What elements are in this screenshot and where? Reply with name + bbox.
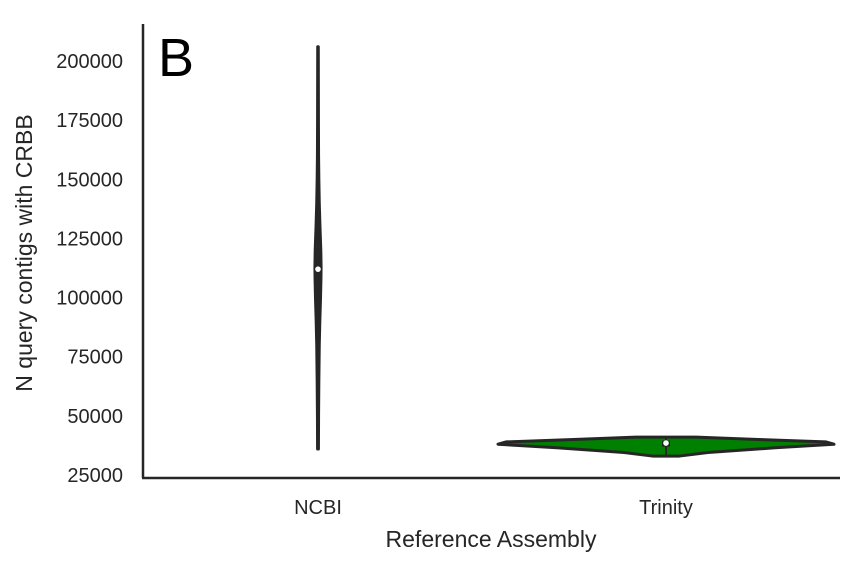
- y-tick-label: 50000: [67, 406, 123, 428]
- y-tick-label: 125000: [56, 228, 123, 250]
- x-tick-trinity: Trinity: [639, 497, 693, 519]
- violin-median-trinity: [663, 440, 669, 446]
- y-tick-label: 75000: [67, 347, 123, 369]
- y-axis-label: N query contigs with CRBB: [11, 114, 37, 391]
- y-tick-label: 100000: [56, 288, 123, 310]
- y-tick-label: 25000: [67, 465, 123, 487]
- y-tick-label: 200000: [56, 51, 123, 73]
- violin-median-ncbi: [315, 266, 321, 272]
- x-axis-label: Reference Assembly: [386, 526, 597, 552]
- x-tick-ncbi: NCBI: [294, 497, 342, 519]
- panel-label: B: [158, 28, 194, 88]
- violins-group: [313, 45, 836, 458]
- y-tick-labels: 25000 50000 75000 100000 125000 150000 175000 2…: [56, 51, 123, 487]
- y-tick-label: 150000: [56, 169, 123, 191]
- violin-iqr-box-ncbi: [314, 247, 322, 298]
- y-tick-label: 175000: [56, 110, 123, 132]
